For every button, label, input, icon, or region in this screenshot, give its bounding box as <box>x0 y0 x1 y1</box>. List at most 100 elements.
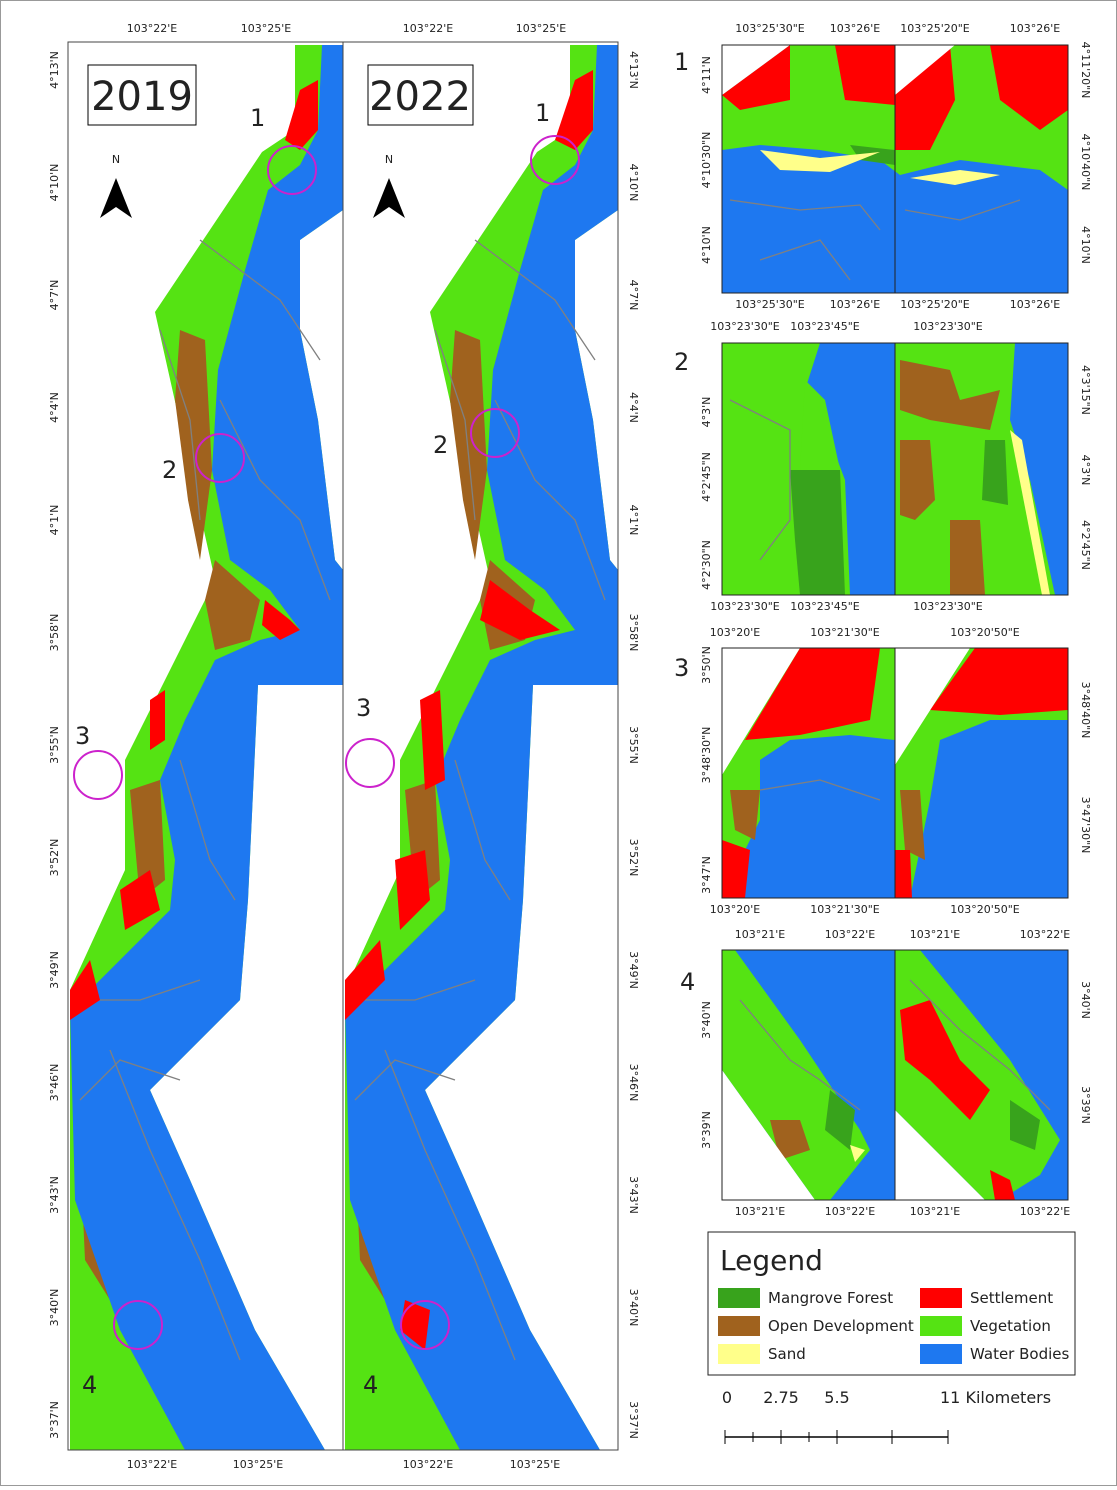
lat-label: 3°49'N <box>48 951 61 989</box>
scale-label: 2.75 <box>763 1388 799 1407</box>
lat-label: 3°43'N <box>627 1176 640 1214</box>
legend-label: Water Bodies <box>970 1345 1069 1363</box>
site-label: 1 <box>535 99 550 127</box>
inset-lon-label: 103°23'30"E <box>710 600 780 613</box>
site-label: 3 <box>356 694 371 722</box>
lat-label: 4°4'N <box>48 392 61 423</box>
legend-swatch <box>920 1344 962 1364</box>
lon-label: 103°22'E <box>127 22 178 35</box>
scale-label: 0 <box>722 1388 732 1407</box>
inset-lat-label: 4°10'N <box>1079 226 1092 264</box>
site-label: 1 <box>250 104 265 132</box>
lat-label: 3°37'N <box>48 1401 61 1439</box>
lat-label: 4°13'N <box>48 51 61 89</box>
legend-swatch <box>920 1316 962 1336</box>
lat-label: 3°55'N <box>48 726 61 764</box>
inset-lon-label: 103°21'30"E <box>810 903 880 916</box>
lat-label: 3°52'N <box>48 839 61 877</box>
inset-4 <box>722 950 1068 1200</box>
inset-label: 2 <box>674 348 689 376</box>
inset-label: 1 <box>674 48 689 76</box>
inset-lat-label: 4°11'N <box>700 56 713 94</box>
lat-label: 3°49'N <box>627 951 640 989</box>
legend-swatch <box>718 1316 760 1336</box>
inset-lon-label: 103°20'E <box>710 626 761 639</box>
site-label: 4 <box>363 1371 378 1399</box>
inset-lat-label: 4°3'N <box>700 397 713 428</box>
lon-label: 103°22'E <box>403 1458 454 1471</box>
inset-lon-label: 103°25'20"E <box>900 298 970 311</box>
legend-title: Legend <box>720 1244 823 1277</box>
scale-label: 11 Kilometers <box>940 1388 1051 1407</box>
site-label: 2 <box>433 431 448 459</box>
lon-label: 103°22'E <box>403 22 454 35</box>
inset-lon-label: 103°23'30"E <box>913 320 983 333</box>
year: 2022 <box>369 74 471 120</box>
inset-label: 3 <box>674 654 689 682</box>
inset-lat-label: 3°48'40"N <box>1079 682 1092 739</box>
lon-label: 103°25'E <box>510 1458 561 1471</box>
legend-swatch <box>920 1288 962 1308</box>
inset-lat-label: 3°40'N <box>1079 981 1092 1019</box>
lat-label: 4°1'N <box>48 505 61 536</box>
inset-lon-label: 103°20'E <box>710 903 761 916</box>
inset-lat-label: 4°3'N <box>1079 455 1092 486</box>
inset-2 <box>722 343 1068 595</box>
inset-3 <box>722 648 1068 898</box>
inset-lon-label: 103°25'30"E <box>735 22 805 35</box>
inset-lat-label: 3°47'N <box>700 856 713 894</box>
lat-label: 3°37'N <box>627 1401 640 1439</box>
inset-lon-label: 103°26'E <box>1010 22 1061 35</box>
lat-label: 3°43'N <box>48 1176 61 1214</box>
lon-label: 103°22'E <box>127 1458 178 1471</box>
inset-lon-label: 103°23'45"E <box>790 320 860 333</box>
legend-label: Open Development <box>768 1317 914 1335</box>
lat-label: 3°40'N <box>627 1289 640 1327</box>
inset-lat-label: 4°2'30"N <box>700 540 713 590</box>
inset-lat-label: 4°2'45"N <box>1079 520 1092 570</box>
inset-lon-label: 103°20'50"E <box>950 903 1020 916</box>
inset-lat-label: 4°3'15"N <box>1079 365 1092 415</box>
inset-lon-label: 103°26'E <box>830 22 881 35</box>
year: 2019 <box>91 74 193 120</box>
inset-lon-label: 103°21'E <box>735 928 786 941</box>
lat-label: 4°4'N <box>627 392 640 423</box>
inset-lon-label: 103°20'50"E <box>950 626 1020 639</box>
inset-lon-label: 103°23'45"E <box>790 600 860 613</box>
site-label: 2 <box>162 456 177 484</box>
lat-label: 4°13'N <box>627 51 640 89</box>
lat-label: 3°58'N <box>48 614 61 652</box>
lat-label: 4°10'N <box>48 164 61 202</box>
site-label: 4 <box>82 1371 97 1399</box>
inset-lat-label: 3°47'30"N <box>1079 797 1092 854</box>
lat-label: 3°46'N <box>627 1064 640 1102</box>
north-label: N <box>385 153 393 166</box>
inset-lat-label: 3°48'30"N <box>700 727 713 784</box>
inset-lat-label: 4°2'45"N <box>700 452 713 502</box>
inset-lon-label: 103°22'E <box>825 1205 876 1218</box>
settlement <box>150 690 165 750</box>
inset-lon-label: 103°23'30"E <box>913 600 983 613</box>
inset-lon-label: 103°22'E <box>1020 928 1071 941</box>
legend-label: Settlement <box>970 1289 1053 1307</box>
inset-lat-label: 3°50'N <box>700 646 713 684</box>
legend-label: Vegetation <box>970 1317 1051 1335</box>
legend-label: Mangrove Forest <box>768 1289 893 1307</box>
lon-label: 103°25'E <box>233 1458 284 1471</box>
page: 2019 2022 N N 1 2 3 4 1 2 3 4 1 2 3 4 Le… <box>0 0 1117 1486</box>
inset-lat-label: 3°40'N <box>700 1001 713 1039</box>
inset-lon-label: 103°25'20"E <box>900 22 970 35</box>
lat-label: 4°7'N <box>48 280 61 311</box>
site-label: 3 <box>75 722 90 750</box>
inset-lat-label: 4°10'40"N <box>1079 134 1092 191</box>
lon-label: 103°25'E <box>516 22 567 35</box>
lat-label: 4°7'N <box>627 280 640 311</box>
lat-label: 3°52'N <box>627 839 640 877</box>
inset-lat-label: 3°39'N <box>700 1111 713 1149</box>
inset-lat-label: 4°10'30"N <box>700 132 713 189</box>
inset-lon-label: 103°25'30"E <box>735 298 805 311</box>
inset-lon-label: 103°23'30"E <box>710 320 780 333</box>
inset-lon-label: 103°21'E <box>735 1205 786 1218</box>
lat-label: 4°1'N <box>627 505 640 536</box>
lon-label: 103°25'E <box>241 22 292 35</box>
